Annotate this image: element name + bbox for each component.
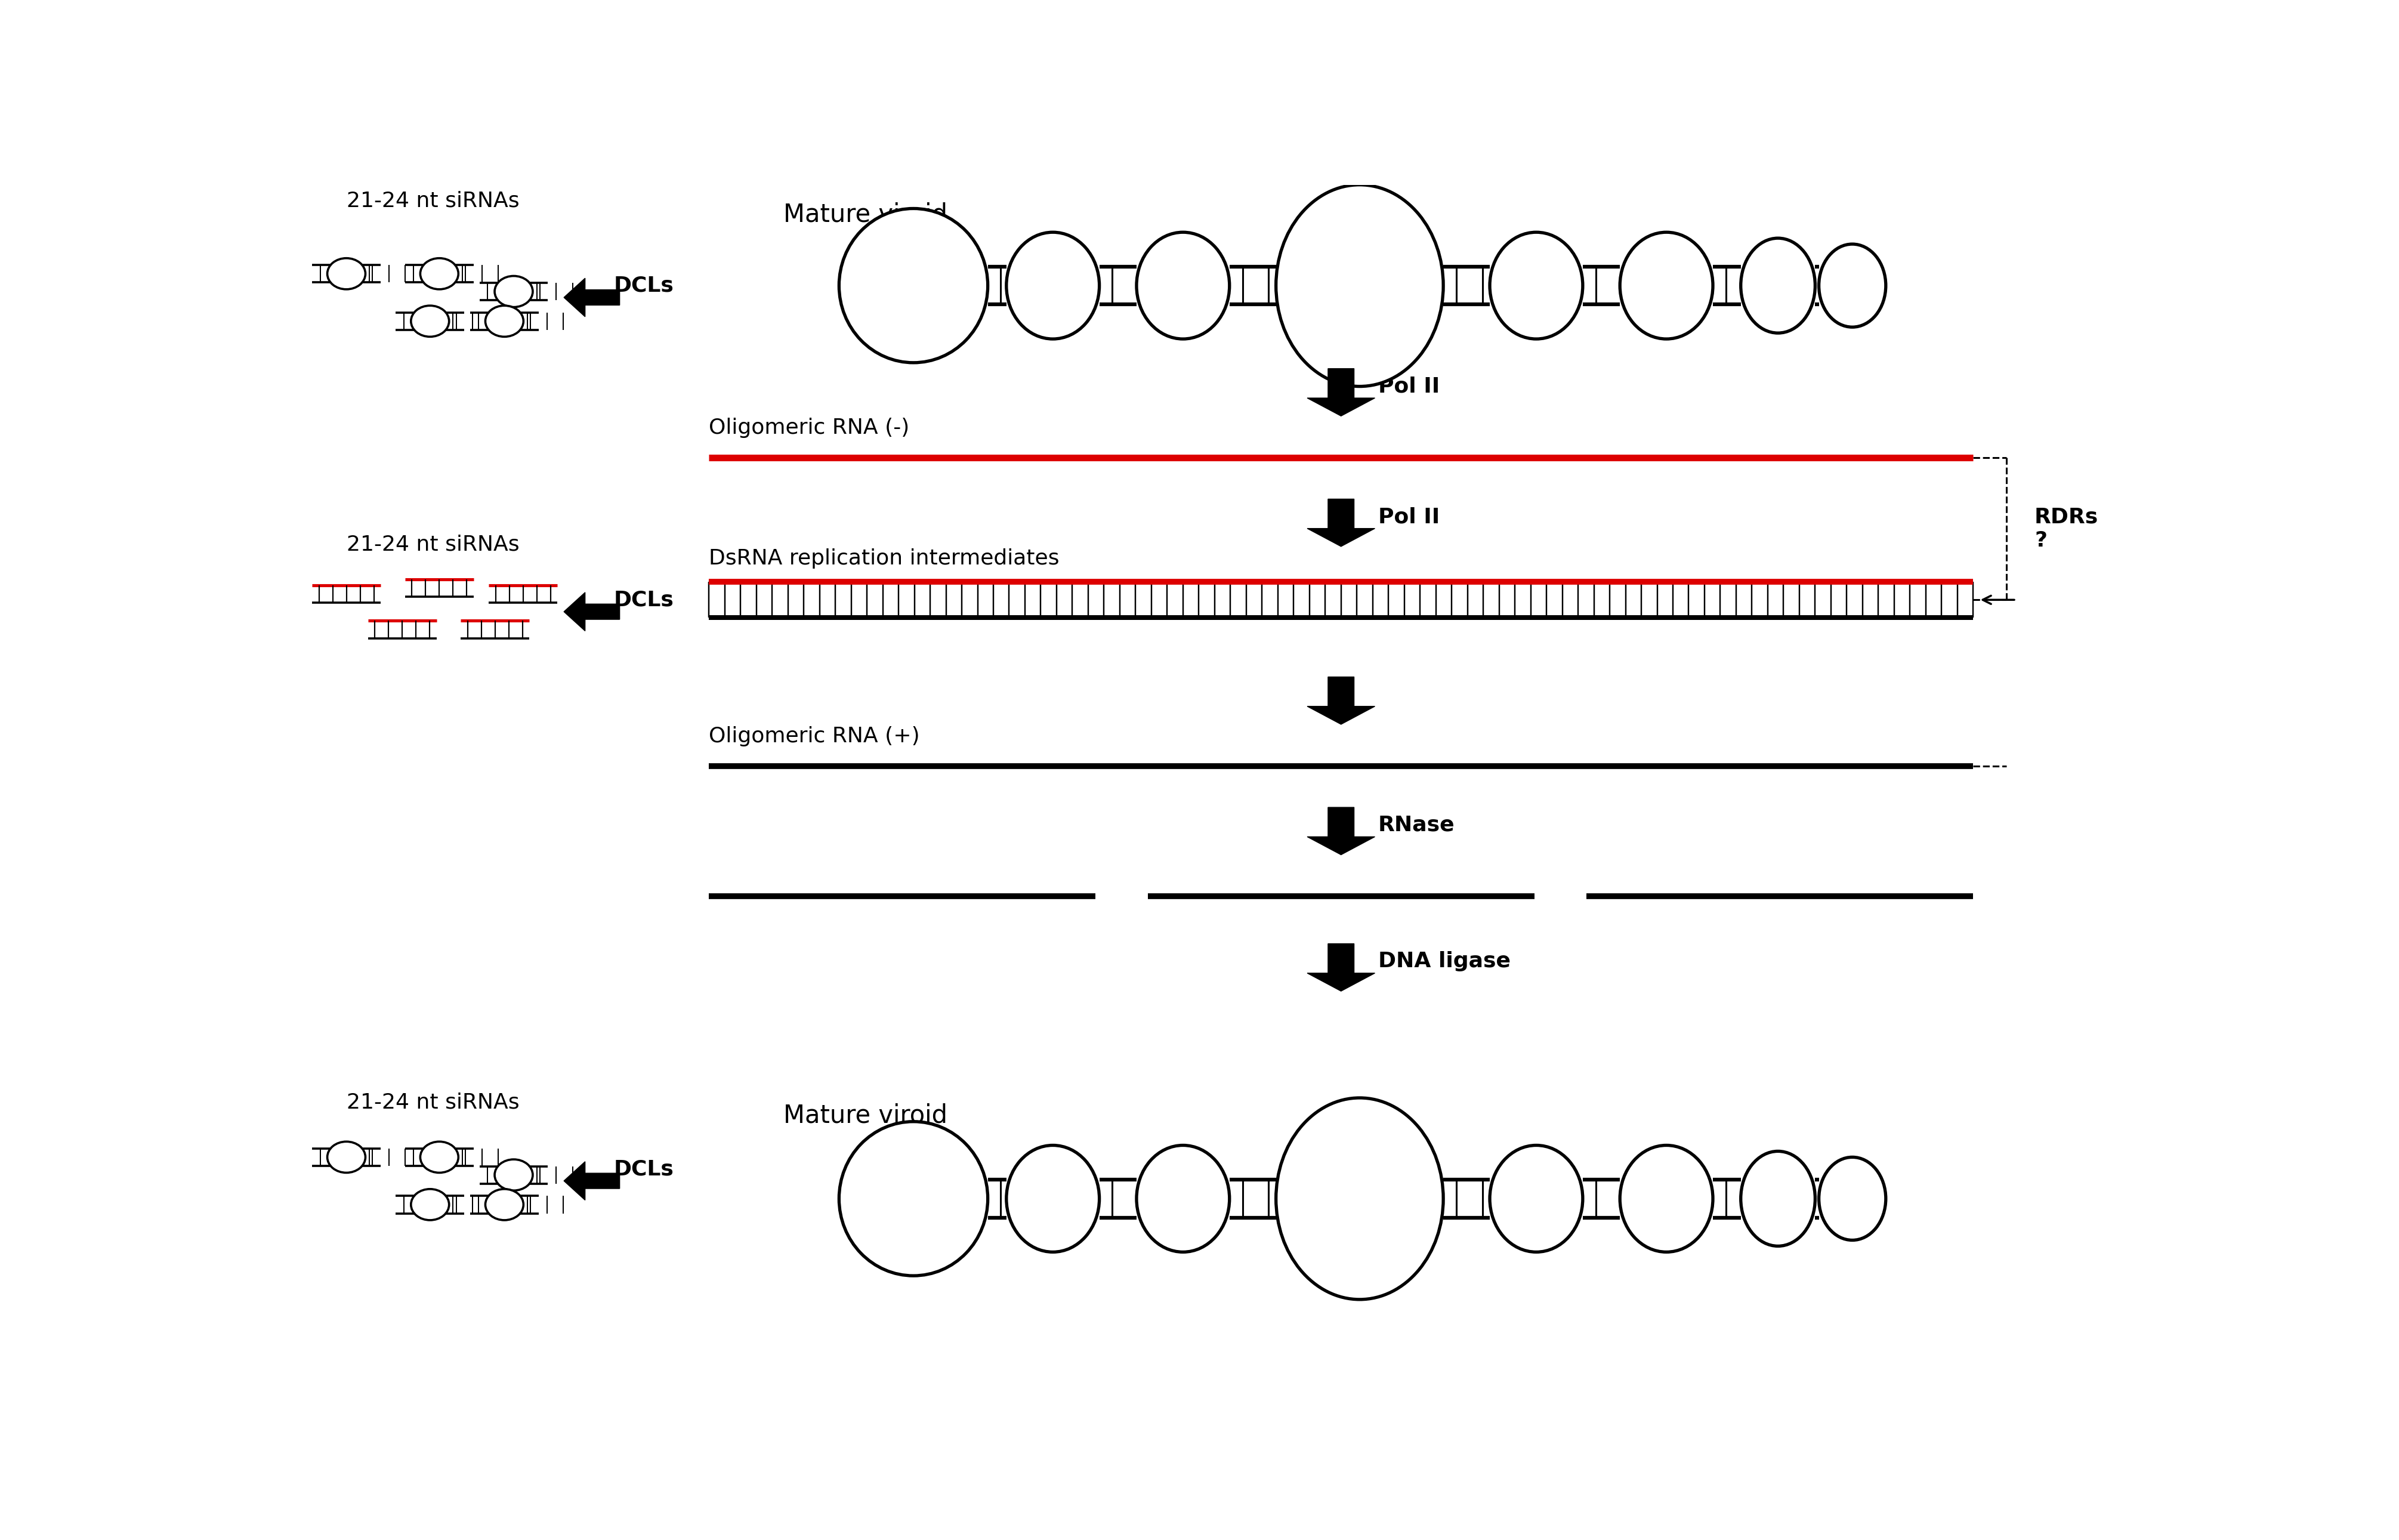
- Ellipse shape: [494, 276, 533, 306]
- Text: RDRs
?: RDRs ?: [2034, 507, 2099, 551]
- FancyArrow shape: [1307, 499, 1375, 547]
- Ellipse shape: [1619, 1146, 1713, 1252]
- Ellipse shape: [1490, 1146, 1583, 1252]
- Text: Pol II: Pol II: [1379, 376, 1439, 396]
- FancyArrow shape: [1307, 678, 1375, 724]
- Text: RNase: RNase: [1379, 815, 1454, 835]
- Ellipse shape: [1276, 1098, 1444, 1300]
- Text: DNA ligase: DNA ligase: [1379, 952, 1511, 972]
- Text: Oligomeric RNA (+): Oligomeric RNA (+): [710, 725, 919, 747]
- Ellipse shape: [1137, 233, 1231, 339]
- Text: Pol II: Pol II: [1379, 507, 1439, 527]
- Text: DCLs: DCLs: [614, 590, 674, 610]
- Ellipse shape: [1008, 233, 1099, 339]
- FancyArrow shape: [1307, 807, 1375, 855]
- Text: Mature viroid: Mature viroid: [782, 202, 948, 226]
- Ellipse shape: [326, 1141, 365, 1173]
- FancyArrow shape: [1307, 944, 1375, 992]
- Text: 21-24 nt siRNAs: 21-24 nt siRNAs: [345, 1092, 518, 1112]
- Ellipse shape: [1276, 185, 1444, 387]
- Ellipse shape: [326, 259, 365, 290]
- Ellipse shape: [1619, 233, 1713, 339]
- Ellipse shape: [1742, 1152, 1816, 1246]
- FancyArrow shape: [564, 1161, 619, 1200]
- Ellipse shape: [485, 305, 523, 337]
- FancyArrow shape: [564, 279, 619, 317]
- Text: 21-24 nt siRNAs: 21-24 nt siRNAs: [345, 191, 518, 211]
- Text: DCLs: DCLs: [614, 276, 674, 296]
- Text: DsRNA replication intermediates: DsRNA replication intermediates: [710, 548, 1060, 568]
- Ellipse shape: [1137, 1146, 1231, 1252]
- Ellipse shape: [840, 208, 988, 362]
- Ellipse shape: [1742, 239, 1816, 333]
- Ellipse shape: [485, 1189, 523, 1220]
- Ellipse shape: [1818, 1157, 1886, 1240]
- Ellipse shape: [420, 259, 458, 290]
- Ellipse shape: [1008, 1146, 1099, 1252]
- Text: DCLs: DCLs: [614, 1160, 674, 1180]
- Ellipse shape: [420, 1141, 458, 1173]
- FancyArrow shape: [1307, 368, 1375, 416]
- Text: Oligomeric RNA (-): Oligomeric RNA (-): [710, 417, 909, 437]
- Ellipse shape: [494, 1160, 533, 1190]
- Text: 21-24 nt siRNAs: 21-24 nt siRNAs: [345, 534, 518, 554]
- Ellipse shape: [410, 1189, 449, 1220]
- Ellipse shape: [1490, 233, 1583, 339]
- Ellipse shape: [840, 1121, 988, 1275]
- FancyArrow shape: [564, 593, 619, 631]
- Text: Mature viroid: Mature viroid: [782, 1103, 948, 1129]
- Ellipse shape: [1818, 243, 1886, 326]
- Ellipse shape: [410, 305, 449, 337]
